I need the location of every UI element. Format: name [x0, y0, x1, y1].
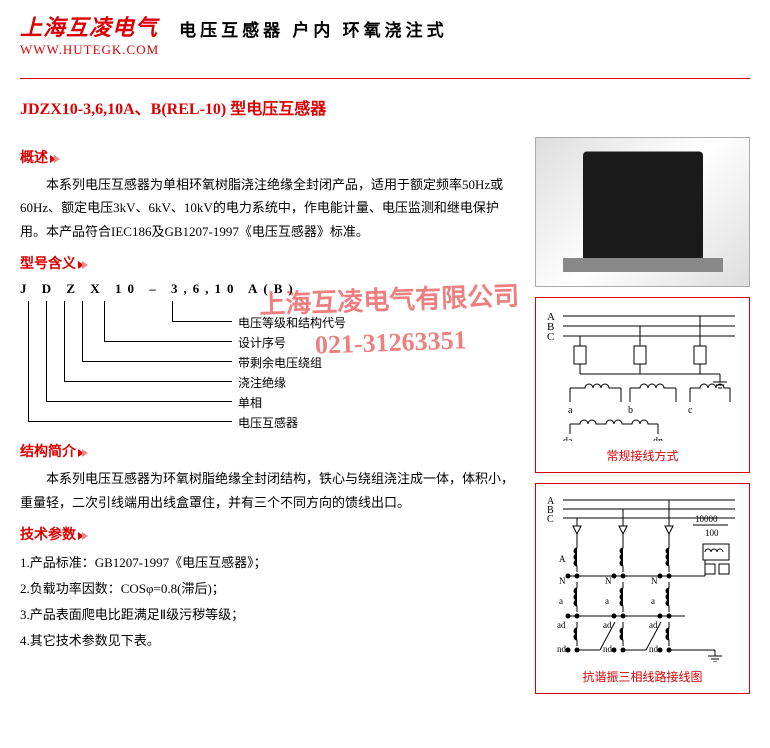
wiring-diagram-1: A B C	[535, 297, 750, 473]
model-lbl-1: 设计序号	[238, 334, 286, 351]
page-title: 电压互感器 户内 环氧浇注式	[179, 16, 448, 41]
svg-text:A: A	[559, 554, 566, 564]
model-lbl-2: 带剩余电压绕组	[238, 354, 322, 371]
tech-item: 2.负载功率因数：COSφ=0.8(滞后)；	[20, 576, 520, 602]
header: 上海互凌电气 WWW.HUTEGK.COM 电压互感器 户内 环氧浇注式	[20, 10, 750, 58]
wiring-diagram-2: A B C 10000 100	[535, 483, 750, 694]
model-diagram: 电压等级和结构代号 设计序号 带剩余电压绕组 浇注绝缘 单相 电压互感器	[24, 301, 520, 431]
structure-label: 结构简介	[20, 445, 76, 460]
section-model-title: 型号含义	[20, 253, 520, 273]
company-url: WWW.HUTEGK.COM	[20, 42, 159, 58]
svg-text:N: N	[605, 576, 612, 586]
section-structure-title: 结构简介	[20, 441, 520, 461]
section-tech-title: 技术参数	[20, 524, 520, 544]
overview-label: 概述	[20, 151, 48, 166]
chevron-icon	[54, 155, 60, 163]
tech-label: 技术参数	[20, 528, 76, 543]
svg-text:nd: nd	[557, 644, 567, 654]
tech-item: 1.产品标准：GB1207-1997《电压互感器》；	[20, 550, 520, 576]
right-column: A B C	[535, 137, 750, 704]
chevron-icon	[82, 532, 88, 540]
model-lbl-3: 浇注绝缘	[238, 374, 286, 391]
svg-text:N: N	[559, 576, 566, 586]
overview-text: 本系列电压互感器为单相环氧树脂浇注绝缘全封闭产品，适用于额定频率50Hz或60H…	[20, 173, 520, 243]
logo-block: 上海互凌电气 WWW.HUTEGK.COM	[20, 10, 159, 58]
svg-text:a: a	[559, 596, 563, 606]
section-overview-title: 概述	[20, 147, 520, 167]
tech-list: 1.产品标准：GB1207-1997《电压互感器》； 2.负载功率因数：COSφ…	[20, 550, 520, 654]
svg-text:100: 100	[705, 528, 719, 538]
product-title: JDZX10-3,6,10A、B(REL-10) 型电压互感器	[20, 95, 750, 119]
model-lbl-4: 单相	[238, 394, 262, 411]
tech-item: 3.产品表面爬电比距满足Ⅱ级污秽等级；	[20, 602, 520, 628]
model-lbl-5: 电压互感器	[238, 414, 298, 431]
chevron-icon	[82, 261, 88, 269]
left-column: 概述 本系列电压互感器为单相环氧树脂浇注绝缘全封闭产品，适用于额定频率50Hz或…	[20, 137, 520, 704]
product-photo	[535, 137, 750, 287]
diagram2-caption: 抗谐振三相线路接线图	[542, 668, 743, 685]
svg-text:da: da	[563, 436, 573, 441]
svg-text:ad: ad	[603, 620, 612, 630]
svg-text:nd: nd	[649, 644, 659, 654]
svg-text:b: b	[628, 405, 633, 416]
svg-text:a: a	[568, 405, 573, 416]
svg-text:nd: nd	[603, 644, 613, 654]
structure-text: 本系列电压互感器为环氧树脂绝缘全封闭结构，铁心与绕组浇注成一体，体积小，重量轻，…	[20, 467, 520, 514]
company-name: 上海互凌电气	[20, 10, 159, 42]
svg-text:ad: ad	[557, 620, 566, 630]
svg-text:a: a	[651, 596, 655, 606]
divider	[20, 78, 750, 79]
schematic-icon: A B C 10000 100	[545, 492, 740, 662]
svg-text:a: a	[605, 596, 609, 606]
model-code: J D Z X 10 – 3,6,10 A(B)	[20, 281, 520, 297]
model-label: 型号含义	[20, 257, 76, 272]
schematic-icon: A B C	[545, 306, 740, 441]
svg-text:C: C	[547, 514, 554, 525]
model-lbl-0: 电压等级和结构代号	[238, 314, 346, 331]
svg-text:N: N	[651, 576, 658, 586]
svg-text:ad: ad	[649, 620, 658, 630]
svg-text:10000: 10000	[695, 514, 718, 524]
svg-text:c: c	[688, 405, 693, 416]
tech-item: 4.其它技术参数见下表。	[20, 628, 520, 654]
chevron-icon	[82, 449, 88, 457]
svg-text:C: C	[547, 331, 554, 343]
svg-text:dn: dn	[653, 436, 663, 441]
diagram1-caption: 常规接线方式	[542, 447, 743, 464]
